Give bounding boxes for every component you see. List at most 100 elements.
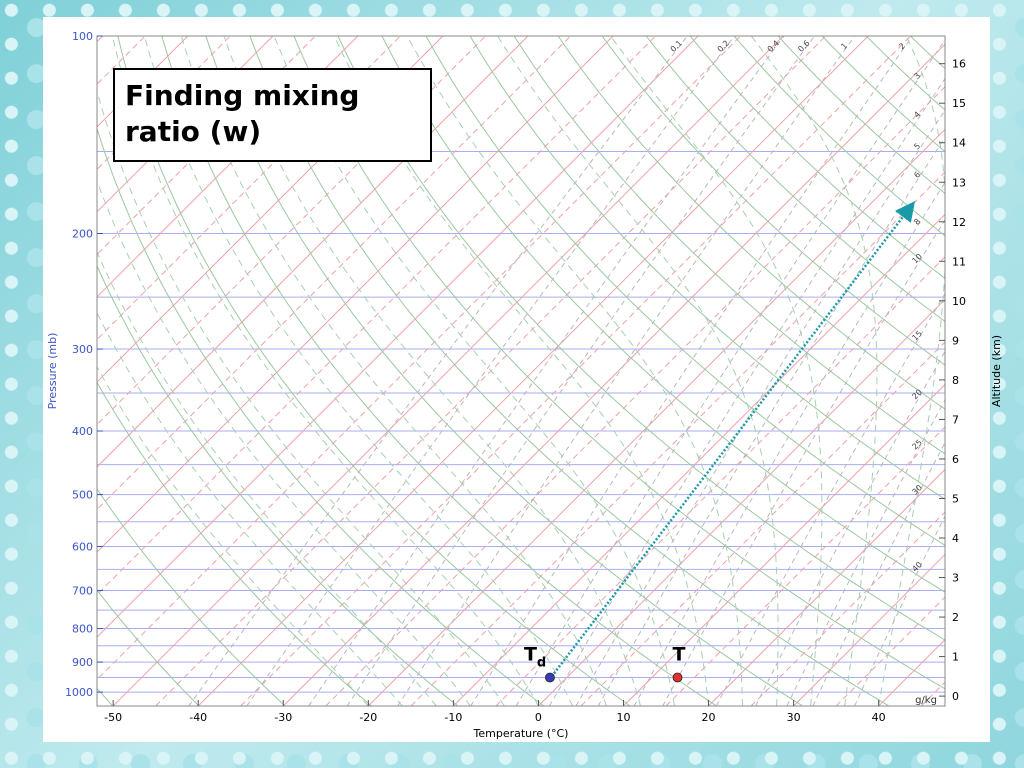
mixing-ratio-line: [470, 36, 913, 706]
y2-tick-label: 6: [952, 453, 959, 466]
y2-tick-label: 4: [952, 532, 959, 545]
dry-adiabat: [97, 264, 459, 706]
isotherm: [97, 36, 614, 553]
mixing-ratio-line: [597, 136, 945, 706]
mixing-ratio-unit: g/kg: [915, 695, 937, 706]
y2-tick-label: 1: [952, 651, 959, 664]
plot-frame: [96, 35, 946, 707]
dry-adiabat: [557, 36, 945, 410]
moist-adiabat: [97, 179, 471, 706]
y2-tick-label: 13: [952, 176, 966, 189]
y2-tick-label: 8: [952, 374, 959, 387]
isotherm: [0, 36, 18, 706]
dry-adiabat: [97, 488, 286, 706]
isotherm: [708, 468, 945, 706]
dry-adiabat: [645, 36, 945, 323]
isotherm: [750, 511, 945, 706]
mixing-ratio-line: [346, 36, 815, 706]
sounding-point: [672, 672, 683, 683]
x-tick-label: -50: [104, 711, 122, 724]
y-tick-label: 900: [72, 656, 93, 669]
mixing-ratio-line: [755, 350, 945, 706]
y-tick-label: 500: [72, 489, 93, 502]
mixing-ratio-label: 3: [912, 71, 922, 81]
y2-tick-label: 9: [952, 334, 959, 347]
isotherm: [538, 298, 945, 706]
y2-tick-label: 15: [952, 97, 966, 110]
moist-adiabat: [750, 36, 878, 706]
dry-adiabat: [821, 36, 945, 153]
isotherm: [580, 341, 945, 706]
y-tick-label: 1000: [65, 686, 93, 699]
moist-adiabat: [406, 36, 744, 706]
y-tick-label: 200: [72, 228, 93, 241]
mixing-ratio-label: 0.2: [716, 39, 731, 54]
mixing-ratio-line: [662, 218, 945, 706]
isotherm: [453, 213, 945, 706]
mixing-ratio-label: 4: [912, 110, 922, 120]
y2-tick-label: 16: [952, 58, 966, 71]
mixing-ratio-line: [548, 77, 945, 706]
dry-adiabat: [97, 126, 545, 706]
mixing-ratio-label: 20: [910, 388, 924, 402]
x-axis-label: Temperature (°C): [473, 727, 569, 740]
isotherm: [410, 171, 945, 706]
x-tick-label: 0: [535, 711, 542, 724]
moist-adiabat: [97, 89, 505, 706]
mixing-ratio-line: [246, 36, 735, 706]
y2-tick-label: 11: [952, 255, 966, 268]
dry-adiabat: [733, 36, 945, 237]
x-tick-label: 10: [616, 711, 630, 724]
mixing-ratio-label: 5: [912, 141, 922, 151]
isotherm: [665, 426, 945, 706]
isotherm: [793, 553, 945, 706]
x-tick-label: 40: [872, 711, 886, 724]
dry-adiabat: [513, 36, 945, 455]
dry-adiabat: [777, 36, 945, 195]
mixing-ratio-label: 8: [912, 217, 922, 227]
dry-adiabat: [97, 589, 200, 706]
y2-axis-label: Altitude (km): [990, 335, 1003, 407]
dry-adiabat: [381, 36, 945, 593]
y-tick-label: 400: [72, 425, 93, 438]
point-label-sub: d: [537, 655, 546, 670]
mixing-ratio-label: 0.1: [669, 39, 684, 54]
y2-tick-label: 5: [952, 492, 959, 505]
mixing-ratio-line: [188, 36, 688, 706]
moist-adiabat: [497, 36, 779, 706]
mixing-ratio-line: [633, 181, 945, 706]
isotherm: [97, 36, 571, 511]
x-tick-label: 30: [787, 711, 801, 724]
dry-adiabat: [425, 36, 945, 546]
y-tick-label: 300: [72, 343, 93, 356]
mixing-ratio-label: 1: [839, 41, 849, 51]
mixing-ratio-line: [575, 109, 945, 706]
mixing-ratio-label: 6: [912, 170, 922, 180]
x-tick-label: -20: [359, 711, 377, 724]
point-label: T: [673, 643, 686, 665]
y2-tick-label: 7: [952, 413, 959, 426]
dry-adiabat: [469, 36, 945, 500]
x-tick-label: -10: [444, 711, 462, 724]
x-tick-label: 20: [702, 711, 716, 724]
title-box: Finding mixing ratio (w): [113, 68, 432, 162]
y-tick-label: 800: [72, 623, 93, 636]
point-label-main: T: [524, 643, 537, 665]
y2-tick-label: 10: [952, 295, 966, 308]
y2-tick-label: 0: [952, 690, 959, 703]
isotherm: [623, 383, 945, 706]
sounding-point: [545, 672, 555, 683]
moist-adiabat: [111, 36, 539, 706]
moist-adiabat: [878, 36, 945, 706]
x-tick-label: -30: [274, 711, 292, 724]
mixing-ratio-line: [515, 39, 945, 706]
mixing-ratio-line: [308, 36, 785, 706]
point-label-main: T: [673, 643, 686, 665]
y2-tick-label: 3: [952, 572, 959, 585]
isotherm: [197, 36, 869, 706]
isotherm: [325, 86, 945, 706]
y2-tick-label: 2: [952, 611, 959, 624]
y2-tick-label: 14: [952, 137, 966, 150]
mixing-ratio-line: [786, 399, 945, 706]
